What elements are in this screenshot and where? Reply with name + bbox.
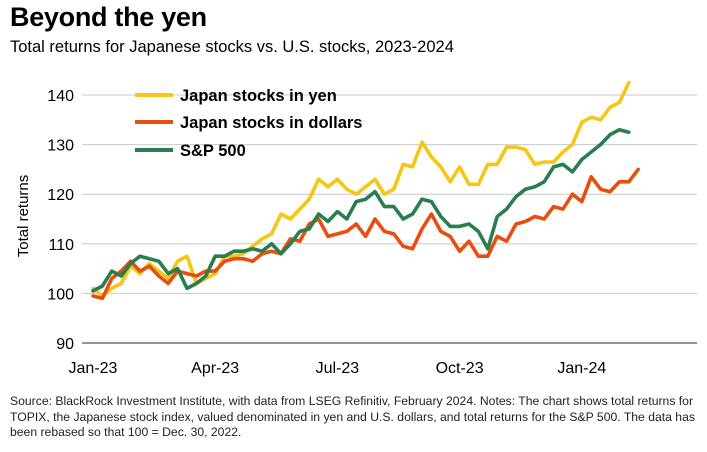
y-tick-label: 120 (47, 187, 74, 204)
gridlines (82, 94, 697, 344)
legend-label: S&P 500 (180, 142, 246, 160)
legend-label: Japan stocks in yen (180, 87, 337, 105)
y-tick-label: 130 (47, 138, 74, 155)
x-tick-label: Jul-23 (316, 360, 360, 377)
chart-title: Beyond the yen (10, 2, 207, 32)
chart-subtitle: Total returns for Japanese stocks vs. U.… (10, 38, 454, 56)
legend: Japan stocks in yen Japan stocks in dolla… (135, 87, 362, 160)
series-line-1 (91, 167, 641, 301)
y-tick-label: 90 (56, 336, 74, 353)
x-tick-label: Oct-23 (436, 360, 484, 377)
source-note: Source: BlackRock Investment Institute, … (10, 394, 695, 439)
x-tick-label: Jan-24 (557, 360, 606, 377)
x-tick-labels: Jan-23 Apr-23 Jul-23 Oct-23 Jan-24 (69, 360, 607, 377)
series-lines (91, 80, 641, 301)
x-tick-label: Jan-23 (69, 360, 118, 377)
x-tick-label: Apr-23 (191, 360, 239, 377)
series-line-0 (91, 80, 631, 298)
line-chart: 90 100 110 120 130 140 Jan-23 Apr-23 Jul-23 Oct-… (15, 80, 697, 377)
series-line-2 (91, 127, 631, 293)
y-tick-label: 140 (47, 88, 74, 105)
y-tick-label: 110 (48, 237, 74, 254)
y-tick-label: 100 (47, 286, 74, 303)
legend-label: Japan stocks in dollars (180, 114, 362, 132)
y-tick-labels: 90 100 110 120 130 140 (47, 88, 74, 353)
y-axis-label: Total returns (15, 175, 32, 258)
